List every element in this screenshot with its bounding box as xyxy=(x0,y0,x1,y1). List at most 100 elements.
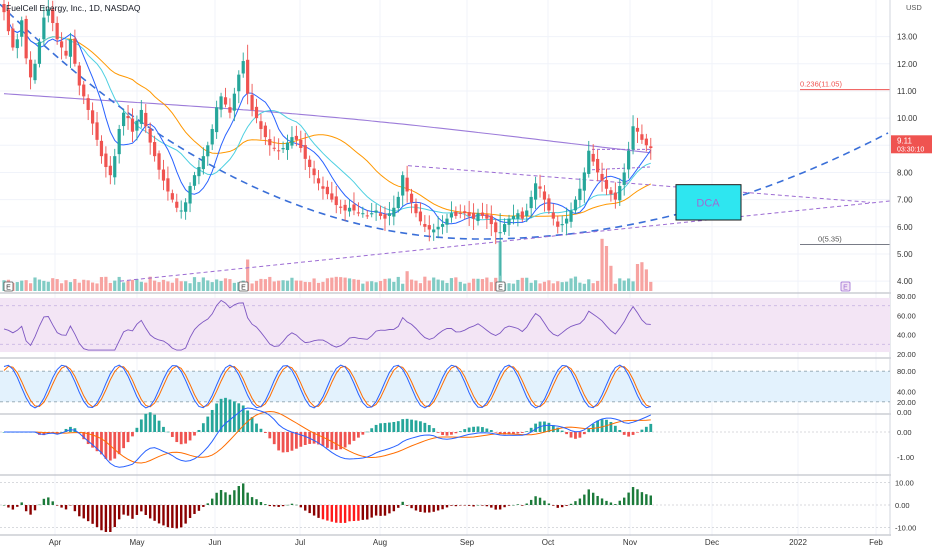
earnings-marker[interactable]: E xyxy=(840,281,851,292)
macd-hist-bar xyxy=(117,432,121,455)
currency-label: USD xyxy=(906,3,922,12)
candle-body xyxy=(525,210,529,217)
volume-bar xyxy=(596,280,600,291)
oscillator-bar xyxy=(370,505,373,518)
macd-hist-bar xyxy=(507,432,511,435)
macd-hist-bar xyxy=(148,412,152,432)
macd-hist-bar xyxy=(321,432,325,446)
macd-hist-bar xyxy=(547,422,551,432)
stoch-tick-label: 40.00 xyxy=(897,388,916,397)
oscillator-bar xyxy=(233,490,236,505)
candle-body xyxy=(321,186,325,189)
volume-bar xyxy=(184,281,188,291)
oscillator-bar xyxy=(627,492,630,505)
oscillator-bar xyxy=(175,505,178,529)
oscillator-bar xyxy=(436,505,440,511)
candle-body xyxy=(192,175,197,186)
oscillator-bar xyxy=(321,505,325,520)
candle-body xyxy=(99,140,104,157)
candle-body xyxy=(640,134,644,140)
oscillator-bar xyxy=(193,505,196,514)
macd-hist-bar xyxy=(206,416,210,432)
earnings-marker-label: E xyxy=(498,285,503,292)
oscillator-bar xyxy=(33,505,37,511)
oscillator-bar xyxy=(591,492,595,505)
earnings-marker[interactable]: E xyxy=(3,281,14,292)
volume-bar xyxy=(299,280,303,291)
macd-hist-bar xyxy=(405,418,409,432)
macd-hist-bar xyxy=(334,432,338,450)
oscillator-bar xyxy=(326,505,329,521)
macd-hist-bar xyxy=(166,431,170,433)
candle-body xyxy=(370,213,374,215)
oscillator-bar xyxy=(587,489,590,505)
macd-hist-bar xyxy=(339,432,343,450)
oscillator-bar xyxy=(640,492,644,505)
volume-bar xyxy=(556,281,560,291)
volume-bar xyxy=(179,281,183,291)
volume-bar xyxy=(640,262,644,291)
macd-hist-bar xyxy=(494,432,498,433)
oscillator-bar xyxy=(450,505,453,506)
volume-bar xyxy=(604,246,609,291)
volume-bar xyxy=(86,280,90,291)
candle-body xyxy=(148,128,152,143)
earnings-marker-label: E xyxy=(6,285,11,292)
candle-body xyxy=(409,193,414,203)
macd-hist-bar xyxy=(569,432,573,438)
candle-body xyxy=(254,106,259,119)
macd-hist-bar xyxy=(414,420,418,432)
candle-body xyxy=(175,201,179,208)
stoch-tick-label: 0.00 xyxy=(897,408,912,417)
macd-hist-bar xyxy=(224,397,227,432)
oscillator-bar xyxy=(2,505,6,506)
volume-bar xyxy=(538,283,542,291)
earnings-marker[interactable]: E xyxy=(495,281,506,292)
candle-body xyxy=(631,126,635,150)
oscillator-bar xyxy=(397,505,400,508)
oscillator-bar xyxy=(42,498,46,505)
candle-body xyxy=(237,74,241,92)
price-tick-label: 12.00 xyxy=(897,60,918,69)
macd-hist-bar xyxy=(587,428,591,432)
candle-body xyxy=(502,224,507,232)
oscillator-bar xyxy=(388,505,391,514)
price-tick-label: 13.00 xyxy=(897,33,918,42)
chart-title: FuelCell Energy, Inc., 1D, NASDAQ xyxy=(6,3,141,13)
volume-bar xyxy=(534,280,538,291)
candle-body xyxy=(20,20,24,37)
earnings-marker[interactable]: E xyxy=(238,281,249,292)
macd-hist-bar xyxy=(184,432,188,444)
volume-bar xyxy=(73,278,77,291)
candle-body xyxy=(184,202,188,212)
macd-hist-bar xyxy=(126,432,130,443)
oscillator-bar xyxy=(188,505,192,518)
macd-hist-bar xyxy=(255,423,258,432)
oscillator-bar xyxy=(547,503,551,505)
oscillator-bar xyxy=(401,501,404,505)
oscillator-bar xyxy=(556,505,559,508)
candle-body xyxy=(15,39,19,49)
volume-bar xyxy=(254,280,259,291)
fib-label: 0(5.35) xyxy=(818,234,842,243)
volume-bar xyxy=(108,282,112,291)
volume-bar xyxy=(122,282,126,291)
macd-hist-bar xyxy=(556,427,560,432)
candle-body xyxy=(33,63,37,81)
volume-bar xyxy=(405,271,409,291)
volume-bar xyxy=(582,283,586,291)
candle-body xyxy=(2,4,6,13)
oscillator-bar xyxy=(476,504,480,506)
oscillator-bar xyxy=(126,505,130,516)
candle-body xyxy=(361,213,365,215)
candle-body xyxy=(113,156,117,178)
oscillator-bar xyxy=(383,505,387,516)
oscillator-bar xyxy=(113,505,116,528)
macd-hist-bar xyxy=(388,422,391,432)
volume-bar xyxy=(113,280,117,291)
oscillator-bar xyxy=(423,505,427,513)
oscillator-bar xyxy=(374,505,378,516)
volume-bar xyxy=(290,277,294,291)
